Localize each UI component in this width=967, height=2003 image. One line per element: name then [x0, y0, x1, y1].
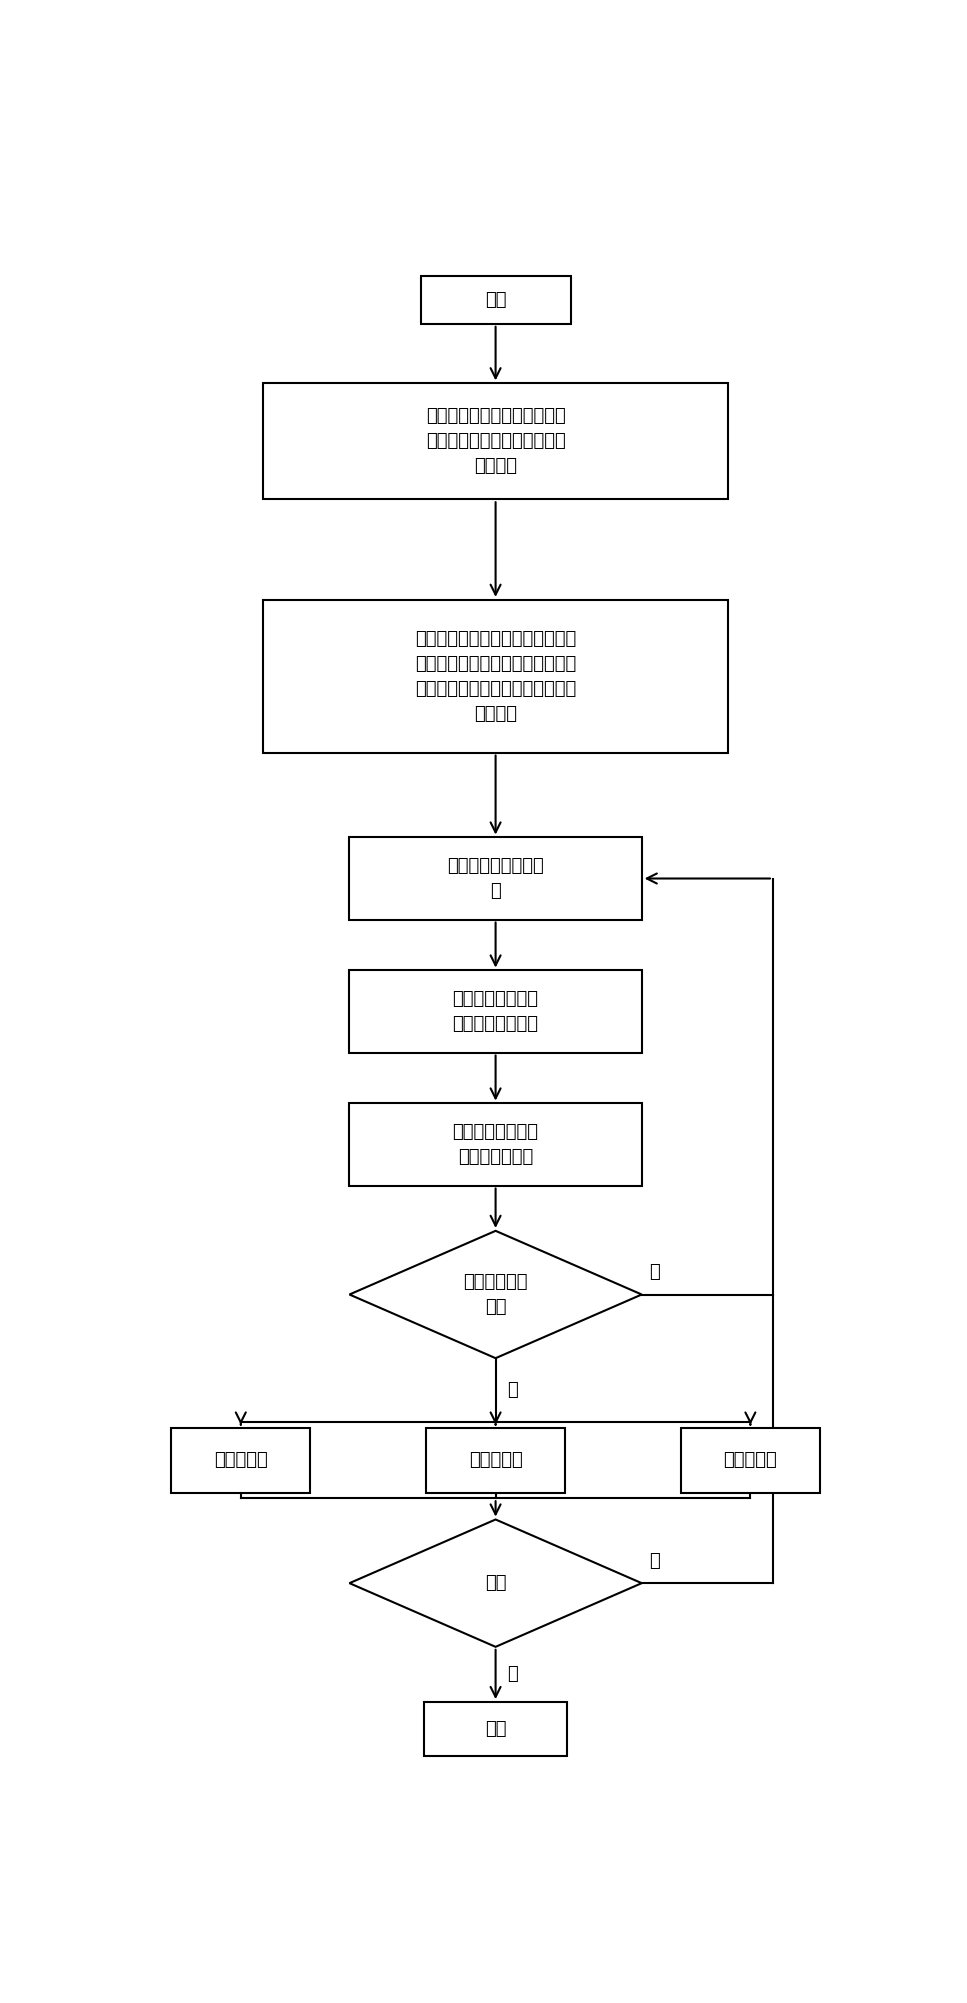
FancyBboxPatch shape [349, 837, 642, 919]
FancyBboxPatch shape [426, 1428, 565, 1492]
Text: 是: 是 [507, 1380, 517, 1398]
Text: 依据所需滤除谐波的次数和阻抗型
装置的基波无功补偿容量，计算阻
抗型装置中电容器组的总容抗和电
抗器感抗: 依据所需滤除谐波的次数和阻抗型 装置的基波无功补偿容量，计算阻 抗型装置中电容器… [415, 629, 576, 723]
Text: 确定单个电容器的容
抗: 确定单个电容器的容 抗 [447, 857, 544, 899]
FancyBboxPatch shape [421, 276, 571, 324]
Text: 过容量校核: 过容量校核 [723, 1450, 777, 1468]
Text: 过电流校核: 过电流校核 [469, 1450, 522, 1468]
Text: 计算装置投入后母
线上的谐波电压: 计算装置投入后母 线上的谐波电压 [453, 1124, 539, 1166]
FancyBboxPatch shape [425, 1703, 567, 1757]
FancyBboxPatch shape [171, 1428, 310, 1492]
Text: 是: 是 [507, 1664, 517, 1683]
Polygon shape [349, 1230, 642, 1358]
Text: 开始: 开始 [484, 290, 507, 308]
FancyBboxPatch shape [263, 383, 728, 499]
Text: 确定电容器组的联
结方式与等效容抗: 确定电容器组的联 结方式与等效容抗 [453, 989, 539, 1034]
Text: 否: 否 [649, 1552, 659, 1570]
Text: 过电压校核: 过电压校核 [214, 1450, 268, 1468]
FancyBboxPatch shape [349, 1104, 642, 1186]
Text: 否: 否 [649, 1262, 659, 1280]
Text: 满足控制目标
要求: 满足控制目标 要求 [463, 1274, 528, 1316]
Text: 合格: 合格 [484, 1574, 507, 1592]
FancyBboxPatch shape [681, 1428, 820, 1492]
FancyBboxPatch shape [349, 971, 642, 1052]
FancyBboxPatch shape [263, 599, 728, 753]
Text: 结束: 结束 [484, 1721, 507, 1739]
Text: 根据母线所在系统的无功需量
，确定阻抗型装置的基波无功
补偿容量: 根据母线所在系统的无功需量 ，确定阻抗型装置的基波无功 补偿容量 [425, 407, 566, 475]
Polygon shape [349, 1520, 642, 1646]
